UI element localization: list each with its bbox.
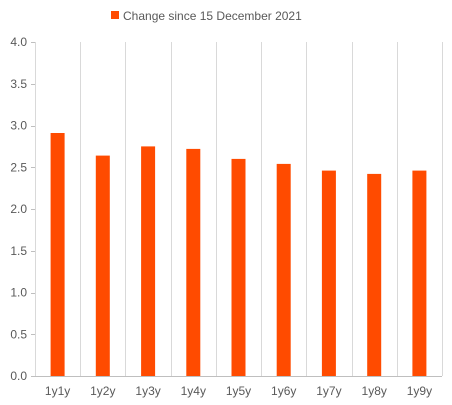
bar-1y5y [231, 158, 246, 376]
bar-1y1y [50, 133, 65, 376]
y-tick-label: 2.0 [10, 202, 27, 216]
y-tick-label: 4.0 [10, 35, 27, 49]
grid-lines [35, 42, 443, 376]
x-tick-label: 1y5y [226, 384, 251, 398]
y-tick-label: 3.0 [10, 119, 27, 133]
y-tick-label: 1.0 [10, 286, 27, 300]
bar-1y4y [186, 148, 201, 376]
x-tick-label: 1y8y [362, 384, 387, 398]
x-tick-label: 1y2y [90, 384, 115, 398]
legend: Change since 15 December 2021 [111, 9, 302, 23]
bar-1y6y [276, 163, 291, 376]
bar-1y9y [412, 170, 427, 376]
x-tick-label: 1y1y [45, 384, 70, 398]
y-axis-ticks: 0.0 0.5 1.0 1.5 2.0 2.5 3.0 3.5 4.0 [10, 35, 35, 383]
y-tick-label: 3.5 [10, 77, 27, 91]
x-tick-label: 1y9y [407, 384, 432, 398]
y-tick-label: 2.5 [10, 160, 27, 174]
y-tick-label: 0.5 [10, 327, 27, 341]
y-tick-label: 0.0 [10, 369, 27, 383]
x-axis-ticks: 1y1y 1y2y 1y3y 1y4y 1y5y 1y6y 1y7y 1y8y 1y9y [45, 384, 432, 398]
bar-1y8y [367, 173, 382, 376]
bar-1y2y [95, 155, 110, 376]
x-tick-label: 1y3y [135, 384, 160, 398]
y-tick-label: 1.5 [10, 244, 27, 258]
legend-label: Change since 15 December 2021 [123, 9, 302, 23]
legend-swatch [111, 11, 119, 19]
bars [50, 133, 427, 376]
bar-1y3y [141, 146, 156, 376]
x-tick-label: 1y7y [316, 384, 341, 398]
x-tick-label: 1y6y [271, 384, 296, 398]
x-tick-label: 1y4y [181, 384, 206, 398]
bar-1y7y [321, 170, 336, 376]
